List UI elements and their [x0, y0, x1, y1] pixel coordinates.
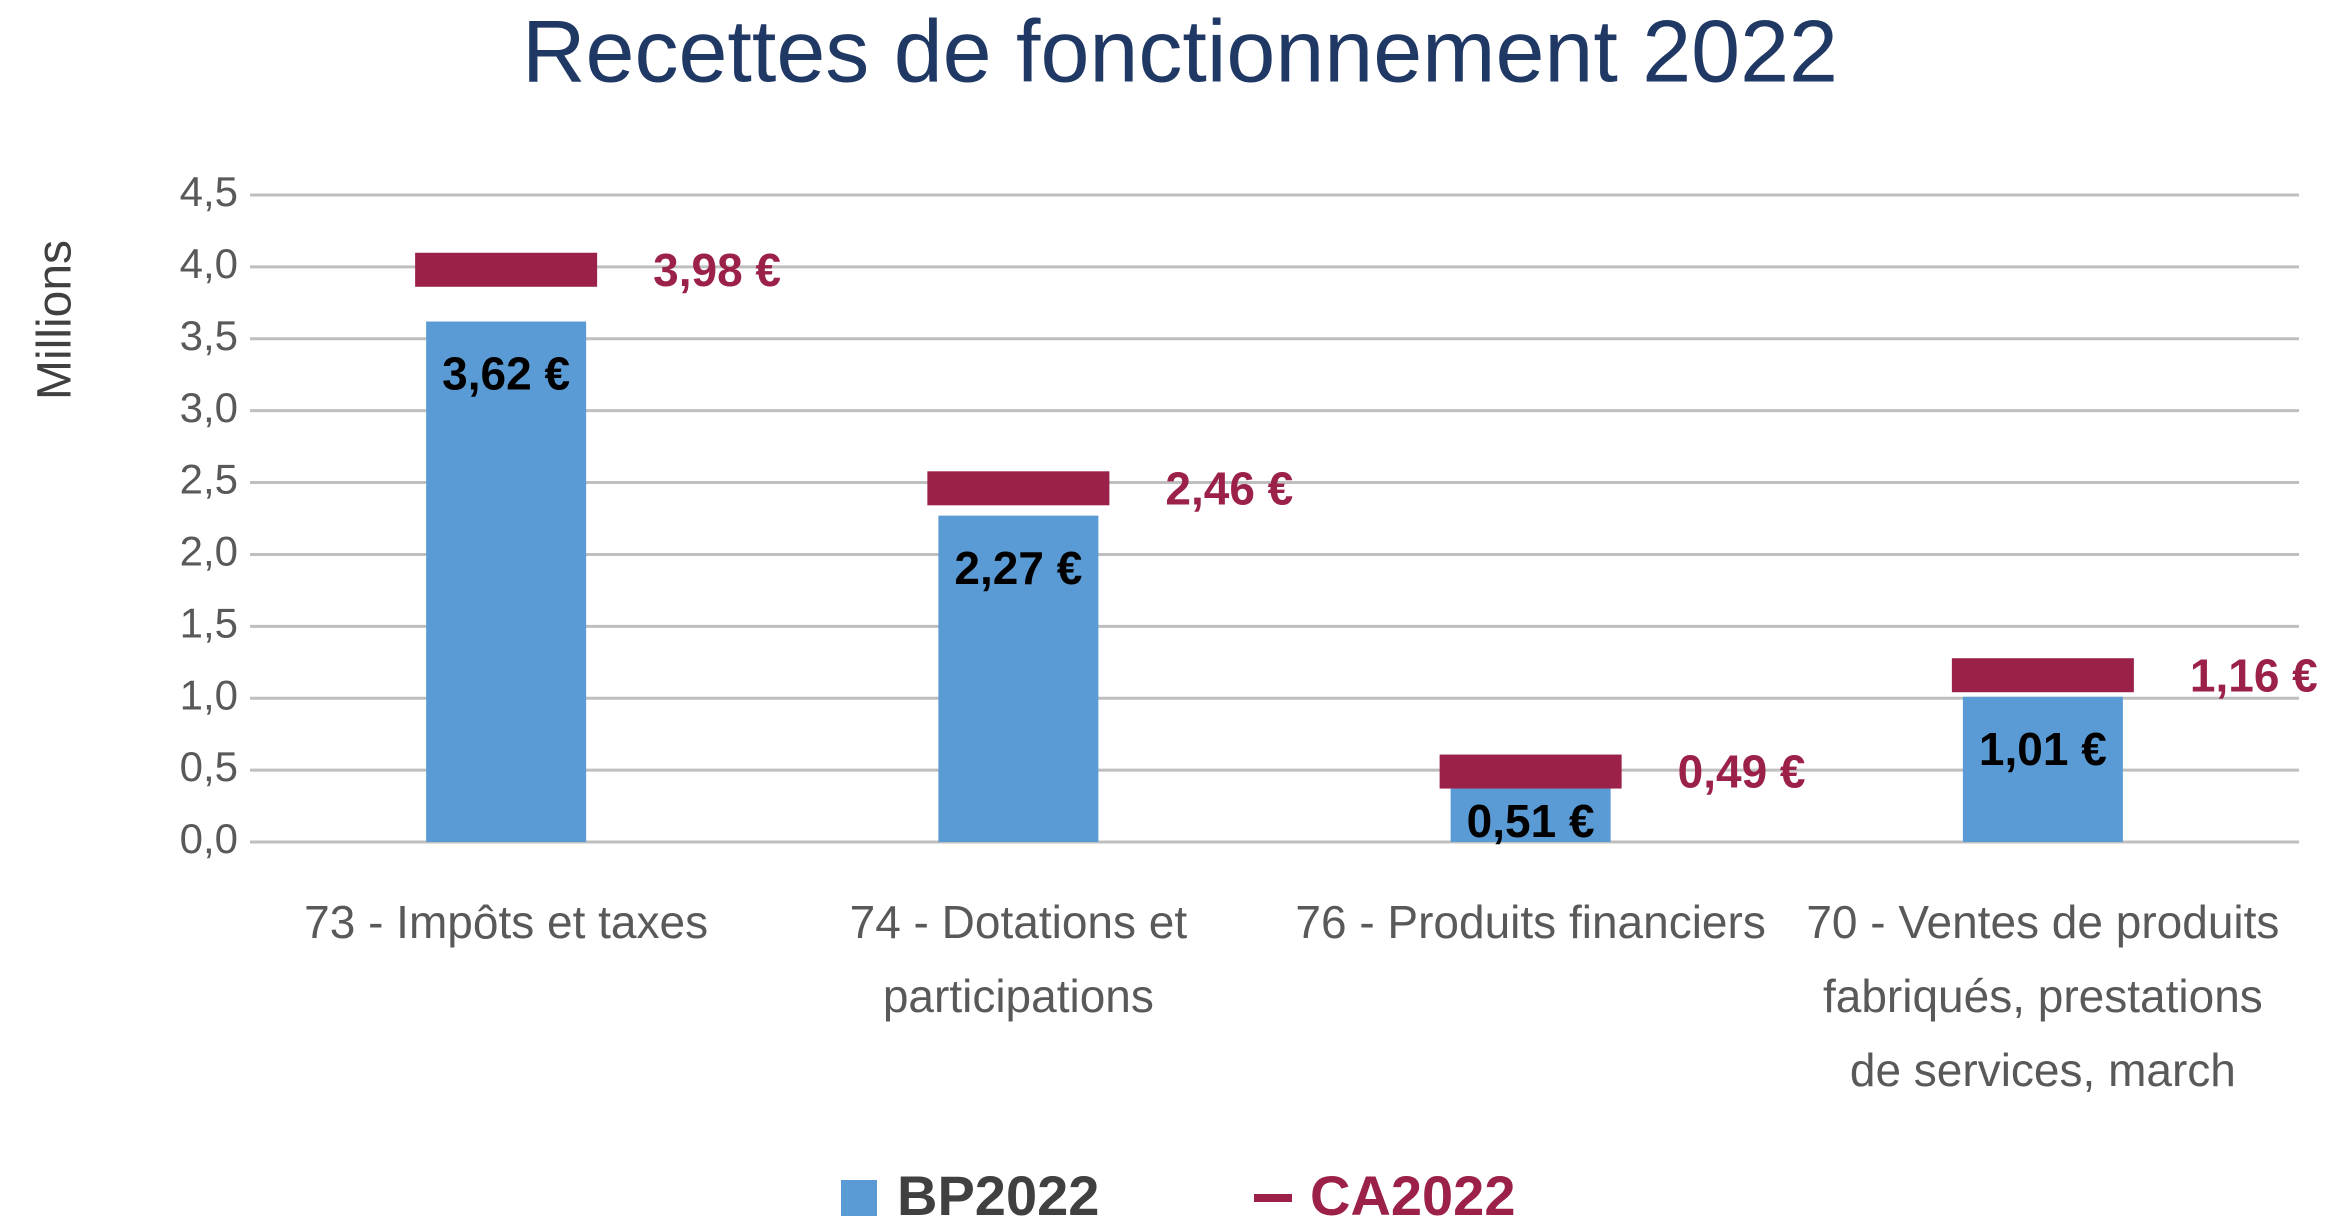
y-tick-label: 1,0	[180, 671, 238, 718]
data-label: 2,27 €	[954, 542, 1082, 594]
y-tick-label: 3,0	[180, 384, 238, 431]
data-label: 0,49 €	[1678, 746, 1806, 798]
bar	[1962, 696, 2123, 842]
data-label: 1,16 €	[2190, 649, 2318, 701]
y-tick-label: 2,0	[180, 528, 238, 575]
chart-title: Recettes de fonctionnement 2022	[522, 1, 1838, 100]
data-label: 0,51 €	[1467, 795, 1595, 847]
bar	[938, 515, 1099, 842]
y-tick-label: 1,5	[180, 599, 238, 646]
x-tick-label: 70 - Ventes de produits fabriqués, prest…	[1806, 896, 2280, 1096]
ca-marker	[415, 252, 598, 287]
y-tick-label: 4,0	[180, 240, 238, 287]
y-tick-label: 3,5	[180, 312, 238, 359]
y-tick-label: 4,5	[180, 168, 238, 215]
x-tick-label: 76 - Produits financiers	[1295, 896, 1766, 948]
ca-marker	[927, 471, 1110, 506]
legend-swatch	[841, 1180, 877, 1216]
x-tick-label: 73 - Impôts et taxes	[304, 896, 709, 948]
y-tick-label: 0,5	[180, 743, 238, 790]
ca-marker	[1439, 754, 1622, 789]
data-label: 1,01 €	[1979, 723, 2107, 775]
y-axis-label: Millions	[29, 240, 82, 400]
legend-label: CA2022	[1310, 1164, 1515, 1226]
y-tick-label: 2,5	[180, 456, 238, 503]
data-label: 3,98 €	[653, 244, 781, 296]
ca-marker	[1951, 658, 2134, 693]
y-tick-label: 0,0	[180, 815, 238, 862]
legend-swatch	[1254, 1194, 1292, 1202]
x-tick-label: 74 - Dotations et participations	[849, 896, 1188, 1022]
bar	[426, 321, 587, 843]
legend-label: BP2022	[897, 1164, 1099, 1226]
data-label: 3,62 €	[442, 348, 570, 400]
data-label: 2,46 €	[1165, 462, 1293, 514]
